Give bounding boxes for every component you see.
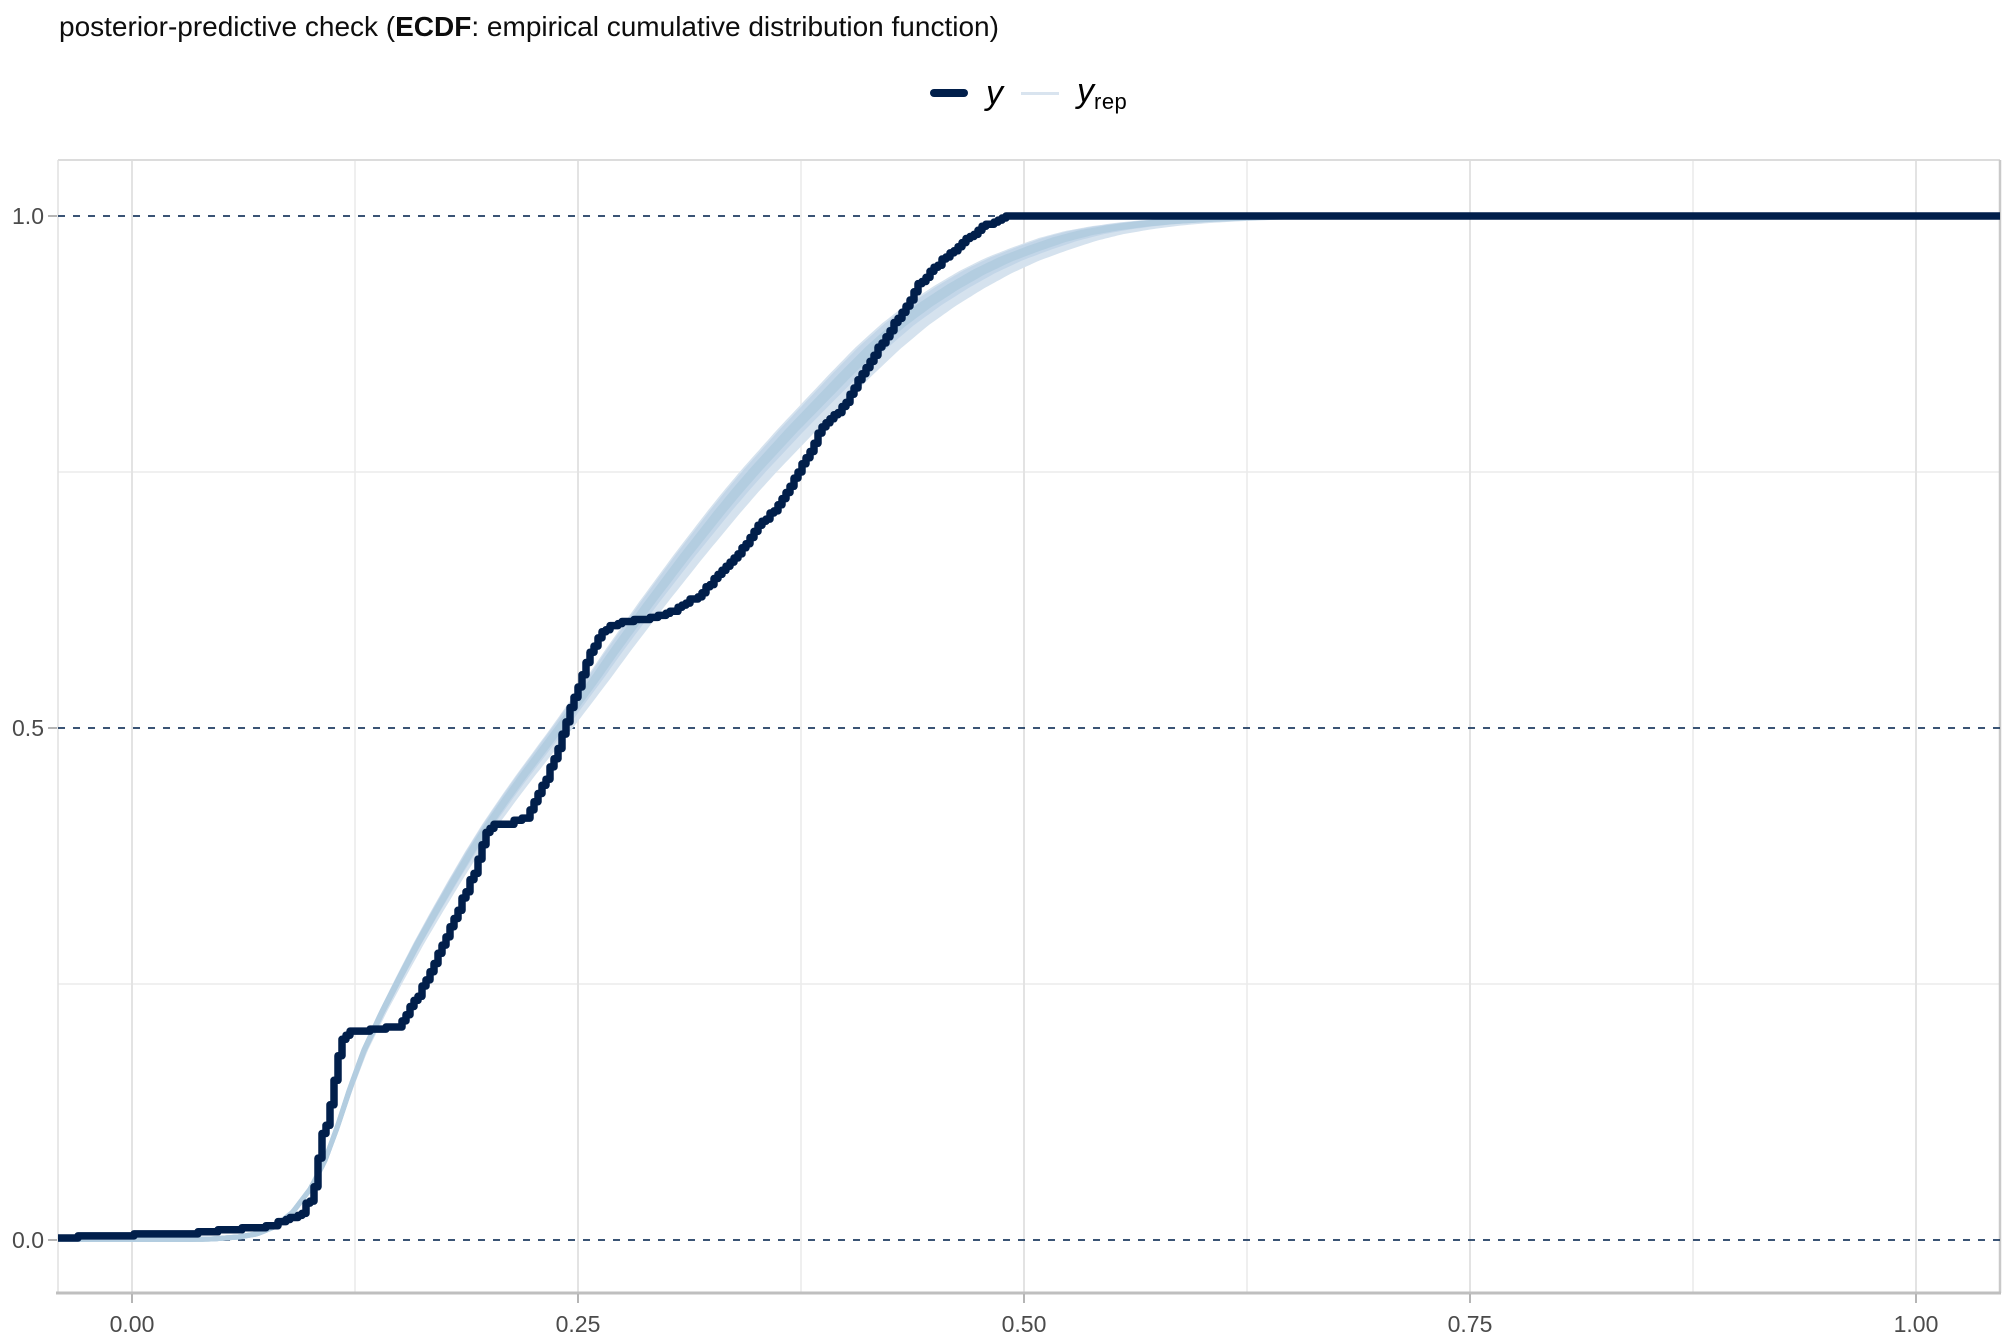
- plot-title-prefix: posterior-predictive check (: [59, 11, 396, 42]
- y-tick-label: 1.0: [12, 203, 44, 229]
- legend-label-y: y: [986, 74, 1003, 112]
- y-curve: [58, 212, 2000, 1242]
- y-axis-labels: 0.0 0.5 1.0: [12, 203, 44, 1253]
- panel-border: [56, 159, 2002, 1295]
- x-tick-label: 0.00: [110, 1311, 155, 1337]
- x-tick-label: 0.50: [1002, 1311, 1047, 1337]
- plot-title: posterior-predictive check (ECDF: empiri…: [59, 11, 999, 43]
- major-gridlines: [131, 160, 1917, 1293]
- axis-tick-marks: [48, 215, 1917, 1303]
- legend-key-y-line: [930, 89, 968, 97]
- plot-title-suffix: : empirical cumulative distribution func…: [471, 11, 999, 42]
- minor-gridlines: [58, 160, 2000, 1293]
- legend-key-yrep-line: [1021, 91, 1059, 95]
- x-tick-label: 1.00: [1894, 1311, 1939, 1337]
- plot-title-acronym: ECDF: [395, 11, 472, 42]
- y-ecdf-line: [58, 212, 2000, 1242]
- y-tick-label: 0.5: [12, 715, 44, 741]
- legend: y yrep: [930, 66, 1127, 120]
- legend-label-yrep: yrep: [1077, 71, 1128, 114]
- y-tick-label: 0.0: [12, 1227, 44, 1253]
- x-axis-labels: 0.00 0.25 0.50 0.75 1.00: [110, 1311, 1939, 1337]
- legend-label-yrep-subscript: rep: [1094, 88, 1128, 114]
- x-tick-label: 0.25: [556, 1311, 601, 1337]
- x-tick-label: 0.75: [1448, 1311, 1493, 1337]
